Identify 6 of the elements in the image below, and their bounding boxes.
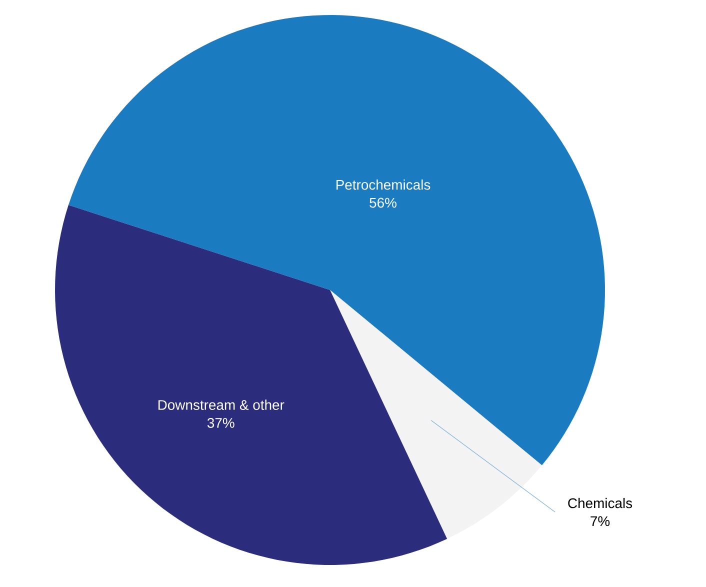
data-label: 7% — [590, 516, 610, 526]
data-label: 37% — [207, 418, 234, 428]
data-label: 56% — [370, 198, 396, 208]
slice-label: Downstream & other — [158, 400, 284, 410]
slice-label: Chemicals — [568, 498, 632, 508]
slice-label: Petrochemicals — [336, 180, 430, 190]
